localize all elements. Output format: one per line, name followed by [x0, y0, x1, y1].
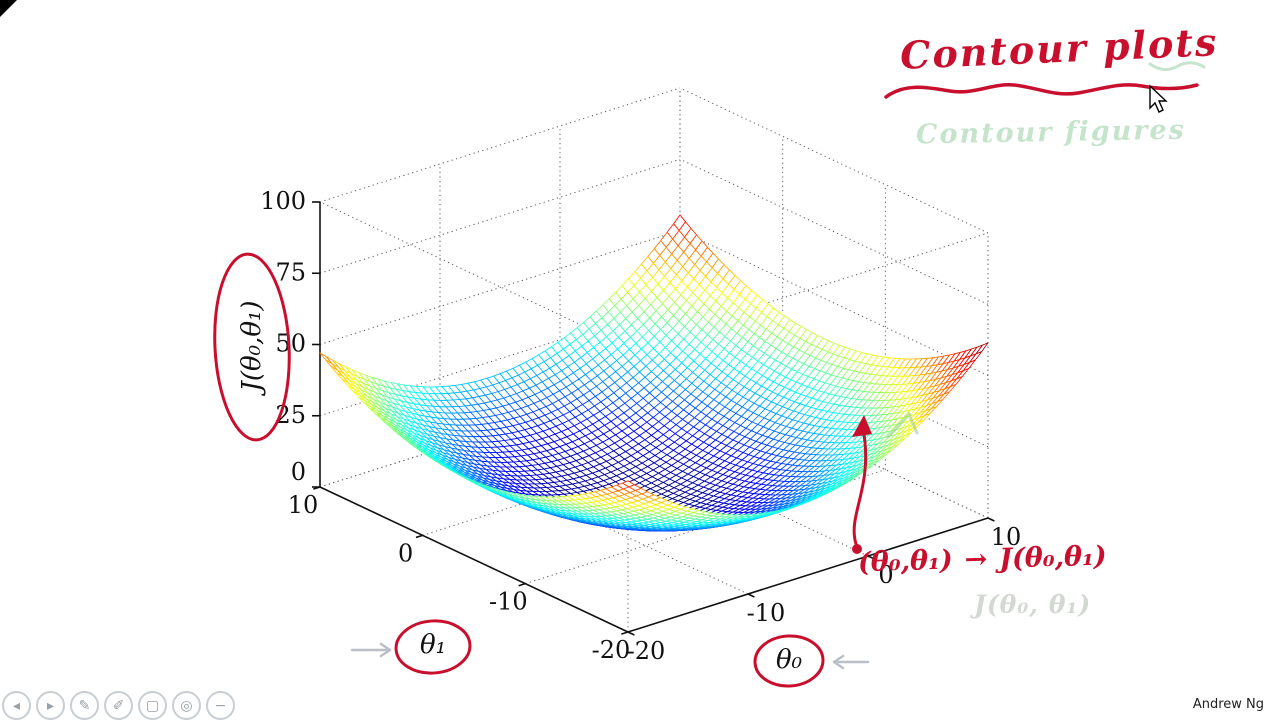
svg-text:0: 0: [398, 539, 413, 567]
gray-arrow-to-theta0: [832, 654, 870, 670]
green-scribble: [1148, 61, 1206, 71]
watermark: Andrew Ng: [1192, 697, 1264, 712]
gray-arrow-to-theta1: [350, 642, 392, 658]
toolbar-previous-button[interactable]: ◂: [2, 691, 31, 720]
toolbar-minus-button[interactable]: −: [206, 691, 235, 720]
maps-to-arrow: →: [964, 543, 988, 576]
svg-text:10: 10: [288, 491, 319, 519]
svg-text:-20: -20: [592, 636, 631, 664]
corner-mark: [0, 0, 17, 17]
ghost-title: Contour figures: [915, 114, 1187, 151]
svg-text:-20: -20: [627, 637, 666, 665]
y-axis-label: θ₁: [419, 630, 447, 660]
zlabel-circle: [213, 252, 291, 442]
x-axis-label: θ₀: [775, 645, 803, 675]
point-label: (θ₀,θ₁): [857, 544, 954, 579]
svg-text:-10: -10: [489, 588, 528, 616]
ink-annotations: [213, 61, 1206, 688]
surface-mesh: [319, 214, 989, 532]
toolbar-shapes-button[interactable]: ▢: [138, 691, 167, 720]
theta0-circle: [753, 634, 825, 688]
theta1-circle: [394, 619, 472, 675]
point-arrow: [852, 426, 868, 546]
green-check: [886, 411, 919, 439]
toolbar-play-button[interactable]: ▸: [36, 691, 65, 720]
mouse-cursor: [1149, 84, 1168, 113]
svg-text:-10: -10: [747, 599, 786, 627]
title-underline: [884, 83, 1199, 99]
handwritten-mapping: (θ₀,θ₁) → J(θ₀,θ₁): [858, 541, 1107, 578]
value-label: J(θ₀,θ₁): [998, 540, 1108, 575]
surface-point-dot: [852, 544, 862, 554]
svg-text:75: 75: [275, 258, 306, 286]
ghost-value: J(θ₀, θ₁): [974, 590, 1092, 619]
svg-text:100: 100: [260, 187, 306, 215]
svg-text:0: 0: [878, 561, 893, 589]
toolbar-pen-button[interactable]: ✎: [70, 691, 99, 720]
z-axis-label: J(θ₀,θ₁): [237, 300, 267, 392]
toolbar-zoom-button[interactable]: ◎: [172, 691, 201, 720]
toolbar-highlighter-button[interactable]: ✐: [104, 691, 133, 720]
annotation-toolbar: ◂ ▸ ✎ ✐ ▢ ◎ −: [2, 691, 235, 720]
svg-text:0: 0: [291, 458, 306, 486]
svg-text:10: 10: [991, 523, 1022, 551]
axes-solid: [312, 201, 995, 636]
point-arrowhead: [852, 415, 872, 437]
